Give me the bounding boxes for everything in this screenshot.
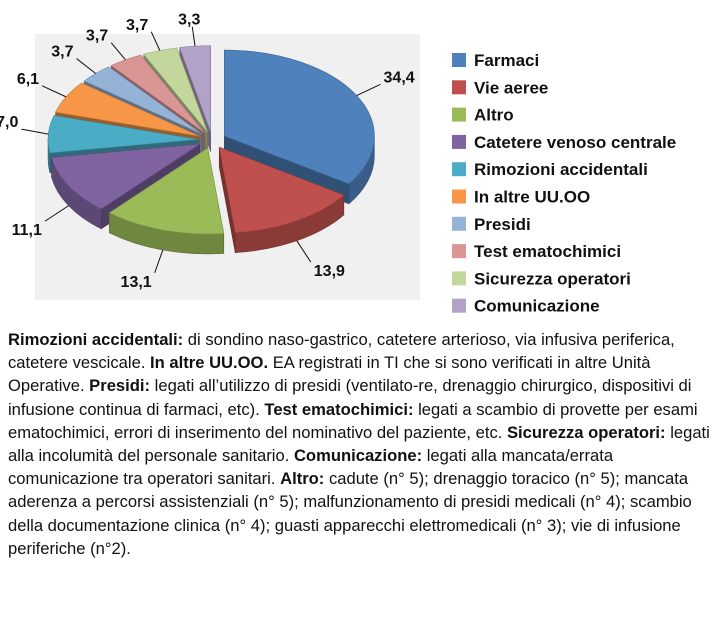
legend-label-catetere-venoso-centrale: Catetere venoso centrale — [474, 133, 676, 152]
data-label-altro: 13,1 — [121, 274, 152, 291]
leader-line-in-altre-uu-oo — [41, 85, 67, 98]
leader-line-farmaci — [356, 83, 381, 97]
leader-line-rimozioni-accidentali — [21, 128, 49, 135]
leader-line-comunicazione — [191, 26, 196, 47]
data-label-farmaci: 34,4 — [384, 69, 415, 86]
leader-line-presidi — [76, 58, 96, 74]
legend-swatch-presidi — [452, 216, 466, 231]
caption-term-rimozioni: Rimozioni accidentali: — [8, 330, 184, 349]
legend-swatch-comunicazione — [452, 298, 466, 313]
legend-swatch-vie-aeree — [452, 80, 466, 95]
leader-line-altro — [154, 249, 164, 273]
legend-swatch-in-altre-uu-oo — [452, 189, 466, 204]
caption-text-altro: cadute (n° 5); drenaggio toracico (n° 5)… — [8, 469, 692, 558]
caption-term-presidi: Presidi: — [89, 376, 151, 396]
slice-rimozioni-accidentali — [47, 115, 199, 154]
legend-swatch-test-ematochimici — [452, 244, 466, 259]
data-label-rimozioni-accidentali: 7,0 — [0, 114, 18, 131]
legend-label-comunicazione: Comunicazione — [474, 297, 600, 316]
slice-sicurezza-operatori — [143, 47, 208, 133]
legend-label-altro: Altro — [474, 106, 514, 125]
leader-line-sicurezza-operatori — [150, 31, 161, 51]
caption-text-rimozioni: di sondino naso-gastrico, catetere arter… — [8, 330, 675, 373]
legend-label-vie-aeree: Vie aeree — [474, 78, 548, 97]
pie-chart: 34,4 13,9 13,1 11,1 7,0 6,1 3,7 3,7 3,7 3,3 Farma… — [0, 12, 676, 316]
legend-label-in-altre-uu-oo: In altre UU.OO — [474, 188, 590, 207]
caption-term-altre-uuoo: In altre UU.OO. — [150, 353, 269, 373]
legend-swatch-catetere-venoso-centrale — [452, 134, 466, 149]
legend-label-test-ematochimici: Test ematochimici — [474, 242, 621, 261]
leader-line-catetere-venoso-centrale — [44, 205, 69, 222]
legend-swatch-altro — [452, 107, 466, 122]
legend-swatch-farmaci — [452, 53, 466, 67]
legend-swatch-sicurezza-operatori — [452, 271, 466, 286]
legend-label-sicurezza-operatori: Sicurezza operatori — [474, 269, 631, 288]
legend-label-presidi: Presidi — [474, 215, 531, 234]
slice-altro — [108, 147, 225, 235]
slice-vie-aeree — [218, 146, 345, 234]
data-label-in-altre-uu-oo: 6,1 — [17, 71, 39, 88]
caption-text-altre-uuoo: EA registrati in TI che si sono verifica… — [8, 353, 651, 396]
leader-line-test-ematochimici — [110, 42, 126, 61]
data-label-sicurezza-operatori: 3,7 — [126, 17, 148, 34]
caption-text-test: legati a scambio di provette per esami e… — [8, 399, 698, 442]
data-label-comunicazione: 3,3 — [178, 12, 200, 29]
caption-text-comunicazione: legati alla mancata/errata comunicazione… — [8, 446, 614, 489]
caption-term-altro: Altro: — [280, 469, 325, 489]
legend: Farmaci Vie aeree Altro Catetere venoso cen… — [452, 51, 676, 316]
data-label-catetere-venoso-centrale: 11,1 — [12, 222, 42, 239]
legend-label-rimozioni-accidentali: Rimozioni accidentali — [474, 160, 648, 179]
caption-text-presidi: legati all’utilizzo di presidi (ventilat… — [8, 376, 692, 419]
caption-term-comunicazione: Comunicazione: — [293, 446, 423, 466]
data-label-vie-aeree: 13,9 — [314, 263, 345, 280]
caption: Rimozioni accidentali: di sondino naso-g… — [8, 328, 720, 560]
data-label-presidi: 3,7 — [51, 44, 73, 61]
slice-catetere-venoso-centrale — [51, 143, 200, 210]
legend-swatch-rimozioni-accidentali — [452, 162, 466, 177]
leader-line-vie-aeree — [296, 240, 312, 263]
data-label-test-ematochimici: 3,7 — [86, 28, 108, 45]
caption-text-sicurezza: legati alla incolumità del personale san… — [8, 422, 710, 466]
caption-term-sicurezza: Sicurezza operatori: — [506, 422, 666, 442]
slice-farmaci — [224, 49, 375, 185]
slice-in-altre-uu-oo — [55, 82, 200, 137]
legend-label-farmaci: Farmaci — [474, 51, 539, 70]
caption-term-test: Test ematochimici: — [264, 399, 414, 419]
